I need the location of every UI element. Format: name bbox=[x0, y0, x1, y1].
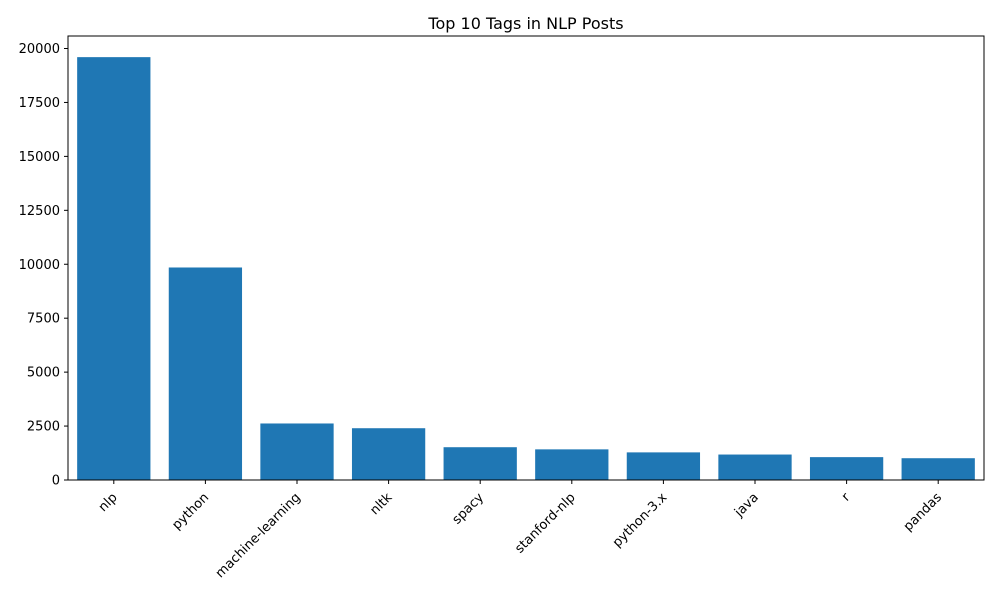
x-tick-label: stanford-nlp bbox=[512, 490, 578, 556]
y-tick-label: 17500 bbox=[19, 96, 60, 111]
bar-python bbox=[168, 267, 243, 480]
x-axis: nlp python machine-learning nltk spacy stanfo… bbox=[96, 480, 945, 581]
x-tick-label: java bbox=[731, 490, 762, 521]
x-tick-label: pandas bbox=[901, 490, 945, 534]
bar-nltk bbox=[351, 428, 426, 480]
chart-title: Top 10 Tags in NLP Posts bbox=[427, 14, 623, 33]
y-tick-label: 2500 bbox=[27, 420, 60, 435]
bar-stanford-nlp bbox=[535, 449, 609, 480]
bar-java bbox=[718, 454, 792, 480]
x-tick-label: python bbox=[169, 490, 212, 533]
x-tick-label: machine-learning bbox=[213, 490, 304, 581]
bars-layer bbox=[77, 57, 975, 480]
plot-frame bbox=[67, 35, 985, 481]
bar-spacy bbox=[443, 447, 517, 480]
bar-r bbox=[809, 457, 884, 480]
y-tick-label: 5000 bbox=[27, 366, 60, 381]
y-tick-label: 7500 bbox=[27, 312, 60, 327]
y-axis: 0 2500 5000 7500 10000 12500 15000 17500 20000 bbox=[19, 42, 68, 489]
x-tick-label: python-3.x bbox=[610, 490, 671, 551]
y-tick-label: 10000 bbox=[19, 258, 60, 273]
bar-python-3.x bbox=[626, 452, 701, 480]
y-tick-label: 20000 bbox=[19, 42, 60, 57]
bar-nlp bbox=[77, 57, 151, 480]
bar-machine-learning bbox=[260, 423, 334, 480]
bar-pandas bbox=[901, 458, 975, 480]
y-tick-label: 12500 bbox=[19, 204, 60, 219]
x-tick-label: nlp bbox=[96, 490, 121, 515]
x-tick-label: r bbox=[839, 490, 854, 505]
x-tick-label: spacy bbox=[450, 490, 488, 528]
y-tick-label: 0 bbox=[52, 474, 60, 489]
x-tick-label: nltk bbox=[368, 490, 396, 518]
y-tick-label: 15000 bbox=[19, 150, 60, 165]
